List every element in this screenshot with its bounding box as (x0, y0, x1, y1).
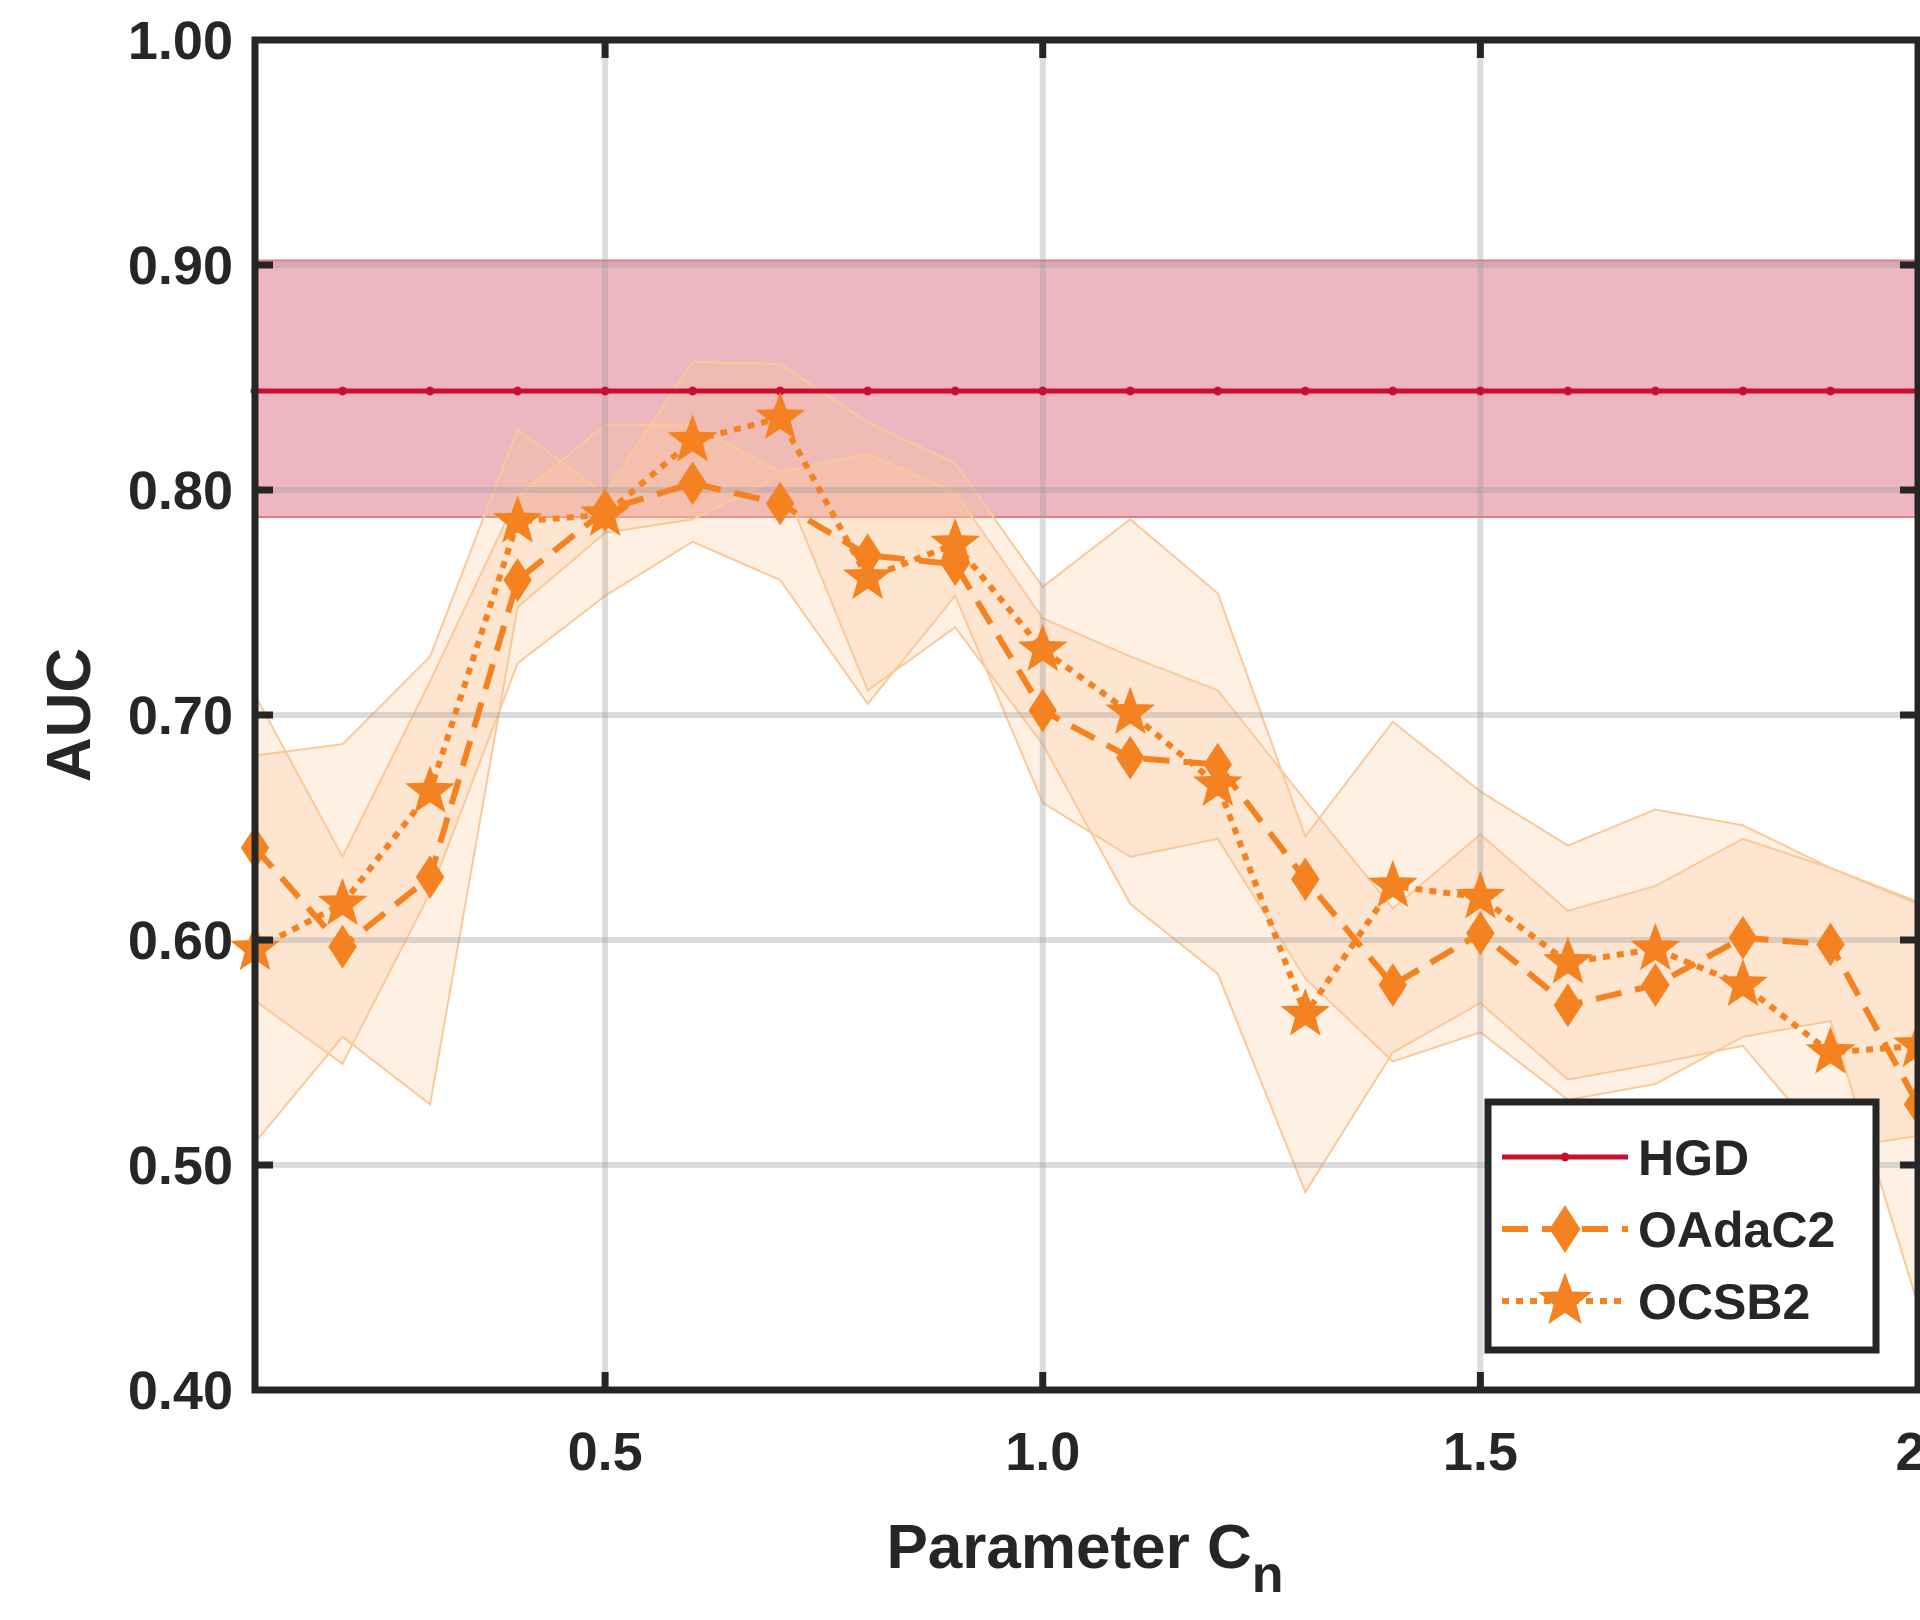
marker-oadac2-18 (1816, 922, 1845, 967)
legend: HGD OAdaC2 OCSB2 (1484, 1098, 1880, 1354)
marker-hgd-15 (1563, 386, 1573, 396)
y-tick-label: 1.00 (128, 11, 233, 71)
marker-oadac2-1 (328, 924, 357, 969)
legend-marker-ocsb2 (1537, 1272, 1593, 1325)
marker-ocsb2-7 (842, 551, 893, 599)
marker-hgd-12 (1300, 386, 1310, 396)
marker-hgd-7 (863, 386, 873, 396)
marker-ocsb2-9 (1017, 623, 1068, 671)
marker-oadac2-10 (1116, 735, 1145, 780)
marker-ocsb2-13 (1367, 859, 1418, 908)
marker-hgd-1 (338, 386, 348, 396)
series-lines (252, 388, 1920, 1106)
marker-hgd-2 (425, 386, 435, 396)
x-tick-label: 1.5 (1443, 1422, 1518, 1482)
legend-label-oadac2: OAdaC2 (1638, 1202, 1835, 1258)
legend-label-hgd: HGD (1638, 1130, 1749, 1186)
marker-hgd-18 (1825, 386, 1835, 396)
marker-ocsb2-17 (1718, 958, 1768, 1007)
legend-marker-oadac2 (1549, 1205, 1581, 1253)
marker-hgd-13 (1388, 386, 1398, 396)
y-axis-title: AUC (35, 648, 104, 782)
x-tick-label: 0.5 (568, 1422, 643, 1482)
marker-hgd-6 (775, 386, 785, 396)
x-tick-label: 1.0 (1005, 1422, 1080, 1482)
y-tick-label: 0.90 (128, 236, 233, 296)
y-tick-label: 0.70 (128, 686, 233, 746)
series-line-oadac2 (252, 480, 1920, 1106)
grid-lines (255, 40, 1918, 1390)
marker-ocsb2-11 (1192, 758, 1243, 806)
marker-ocsb2-12 (1280, 988, 1331, 1036)
marker-hgd-10 (1125, 386, 1135, 396)
marker-hgd-3 (513, 386, 523, 396)
marker-ocsb2-10 (1105, 686, 1156, 734)
marker-ocsb2-6 (755, 391, 806, 440)
y-tick-label: 0.80 (128, 461, 233, 521)
marker-oadac2-2 (415, 855, 445, 899)
marker-ocsb2-1 (317, 877, 368, 926)
y-tick-label: 0.50 (128, 1136, 233, 1196)
x-axis-title: Parameter Cn (886, 1513, 1283, 1604)
marker-oadac2-15 (1553, 983, 1583, 1028)
marker-hgd-14 (1475, 386, 1485, 396)
x-axis-title-main: Parameter C (886, 1513, 1251, 1582)
marker-oadac2-5 (678, 461, 707, 506)
marker-hgd-5 (688, 386, 698, 396)
marker-ocsb2-8 (930, 517, 981, 566)
marker-hgd-4 (600, 386, 610, 396)
marker-hgd-16 (1650, 386, 1660, 396)
axis-ticks (255, 40, 1918, 1390)
marker-hgd-8 (950, 386, 960, 396)
marker-ocsb2-4 (580, 488, 630, 536)
legend-label-ocsb2: OCSB2 (1638, 1274, 1810, 1330)
x-tick-label: 2. (1895, 1422, 1920, 1482)
axis-tick-labels: 0.40 0.50 0.60 0.70 0.80 0.90 1.00 0.5 1.0 1.5 2. (128, 11, 1920, 1482)
legend-marker-hgd (1560, 1152, 1570, 1162)
marker-ocsb2-2 (405, 765, 455, 813)
x-axis-title-subscript: n (1252, 1546, 1284, 1604)
marker-ocsb2-16 (1630, 922, 1681, 971)
marker-hgd-9 (1038, 386, 1048, 396)
marker-oadac2-13 (1378, 963, 1408, 1007)
marker-hgd-11 (1213, 386, 1223, 396)
y-tick-label: 0.60 (128, 911, 233, 971)
marker-hgd-17 (1738, 386, 1748, 396)
marker-oadac2-3 (503, 558, 532, 602)
marker-oadac2-12 (1291, 857, 1320, 902)
marker-ocsb2-5 (667, 414, 718, 462)
marker-oadac2-9 (1028, 688, 1057, 733)
marker-ocsb2-18 (1805, 1026, 1856, 1074)
marker-ocsb2-3 (492, 495, 543, 543)
marker-oadac2-14 (1466, 911, 1495, 956)
marker-oadac2-16 (1641, 963, 1670, 1007)
y-tick-label: 0.40 (128, 1361, 233, 1421)
marker-oadac2-17 (1728, 915, 1758, 960)
marker-ocsb2-14 (1455, 871, 1506, 919)
marker-ocsb2-15 (1543, 936, 1593, 984)
marker-oadac2-6 (765, 481, 795, 526)
series-markers (230, 386, 1920, 1127)
